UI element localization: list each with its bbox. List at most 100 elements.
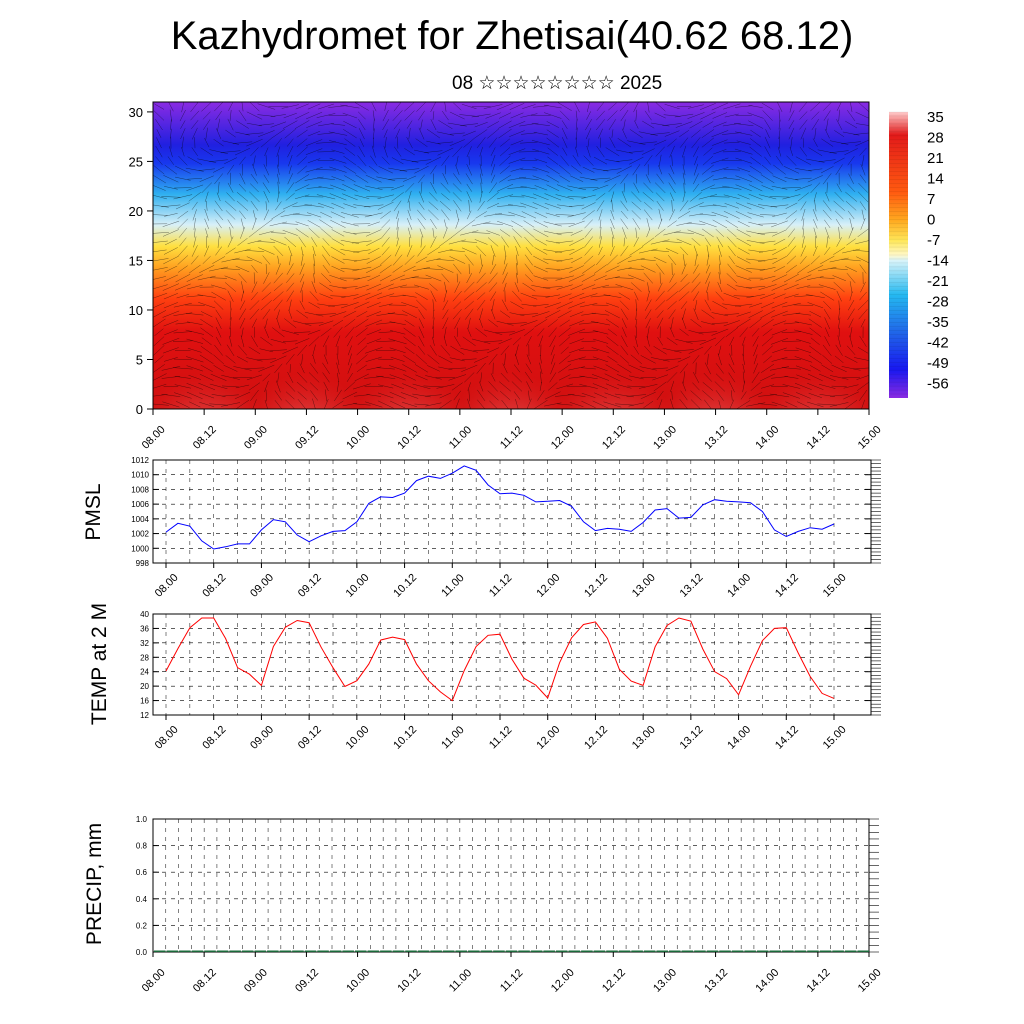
precip-x-tick-label: 15.00 — [856, 967, 884, 995]
heatmap-x-tick-label: 11.12 — [498, 424, 525, 451]
precip-bar — [216, 950, 229, 952]
precip-x-tick-label: 09.12 — [293, 967, 321, 995]
precip-bar — [342, 950, 354, 952]
colorbar-label: 21 — [927, 150, 944, 167]
temperature-cross-section: 0 5 10 15 20 25 30 08.00 08.12 09.00 09.12 10.00 10… — [129, 101, 884, 452]
pmsl-series — [165, 465, 835, 550]
heatmap-x-tick-label: 12.12 — [600, 424, 628, 452]
precip-grid — [152, 818, 870, 953]
wind-vectors — [153, 102, 869, 409]
temp-x-tick-label: 09.00 — [248, 724, 276, 752]
precip-bar — [694, 950, 706, 952]
temp-x-tick-label: 11.12 — [487, 724, 514, 751]
precip-bar — [505, 950, 518, 952]
precip-x-tick-label: 11.00 — [447, 967, 474, 994]
pmsl-x-tick-label: 13.00 — [630, 572, 658, 600]
daytime-warm-area — [456, 334, 566, 409]
precip-bar — [417, 950, 430, 952]
precip-ylabel: PRECIP, mm — [83, 823, 106, 945]
temp-x-tick-label: 08.00 — [153, 724, 181, 752]
chart-title: Kazhydromet for Zhetisai(40.62 68.12) — [170, 14, 854, 58]
precip-bar — [392, 950, 405, 952]
precip-bar — [618, 950, 631, 952]
heatmap-x-tick-label: 10.00 — [344, 424, 372, 452]
precip-bar — [380, 950, 392, 952]
temp-series — [165, 617, 835, 702]
precip-bar — [518, 950, 530, 952]
precip-x-tick-label: 12.00 — [549, 967, 577, 995]
temp-axes: 12 16 20 24 28 32 36 40 08.00 08.12 09.00 09.12 10.0… — [140, 610, 881, 752]
precip-bar — [769, 950, 782, 952]
precip-bar — [267, 950, 279, 952]
precip-y-tick-label: 1.0 — [136, 815, 148, 824]
precip-bar — [493, 950, 505, 952]
precip-bar — [317, 950, 329, 952]
precip-bar — [405, 950, 417, 952]
precip-bar — [719, 950, 731, 952]
pmsl-x-tick-label: 09.00 — [248, 572, 276, 600]
colorbar-label: 28 — [927, 130, 944, 147]
temp-grid — [153, 613, 871, 716]
heatmap-x-tick-label: 08.12 — [191, 424, 219, 452]
precip-bar — [354, 950, 367, 952]
precip-x-tick-label: 09.00 — [242, 967, 270, 995]
temp-x-tick-label: 14.00 — [725, 724, 753, 752]
temp-x-tick-label: 14.12 — [773, 724, 801, 752]
precip-y-tick-label: 0.8 — [136, 842, 148, 851]
temp-ylabel: TEMP at 2 M — [88, 603, 111, 725]
precip-bar — [154, 950, 166, 952]
temp-y-tick-label: 32 — [140, 639, 149, 648]
heatmap-x-tick-label: 13.12 — [702, 424, 730, 452]
precip-bar — [367, 950, 380, 952]
pmsl-x-tick-label: 12.00 — [534, 572, 562, 600]
precip-bar — [568, 950, 581, 952]
precip-bar — [782, 950, 794, 952]
heatmap-x-tick-label: 09.12 — [293, 424, 321, 452]
pmsl-x-tick-label: 08.00 — [153, 572, 181, 600]
precip-bar — [756, 950, 769, 952]
precip-bar — [241, 950, 254, 952]
pmsl-axes: 998 1000 1002 1004 1006 1008 1010 1012 08.00 08.1… — [131, 456, 881, 600]
precip-bar — [304, 950, 317, 952]
precip-bar — [229, 950, 241, 952]
temp-frame — [152, 613, 872, 716]
precip-bar — [631, 950, 643, 952]
heatmap-y-tick-label: 5 — [136, 352, 143, 367]
wind-vector-layer — [153, 102, 869, 409]
pmsl-x-tick-label: 15.00 — [821, 572, 849, 600]
temp-x-tick-label: 15.00 — [821, 724, 849, 752]
precip-bar — [179, 950, 191, 952]
precip-bar — [656, 950, 669, 952]
pmsl-ylabel: PMSL — [82, 483, 105, 540]
precip-bar — [543, 950, 555, 952]
colorbar-label: -42 — [927, 335, 949, 352]
colorbar-labels: 35 28 21 14 7 0 -7 -14 -21 -28 -35 -42 -49 -56 — [927, 109, 949, 393]
precip-bar — [681, 950, 694, 952]
precip-bar — [530, 950, 543, 952]
precip-bar — [191, 950, 204, 952]
precip-bar — [794, 950, 807, 952]
precip-bar — [329, 950, 342, 952]
heatmap-y-tick-label: 25 — [129, 154, 143, 169]
precip-bar — [744, 950, 756, 952]
pmsl-grid — [153, 459, 871, 564]
colorbar-label: 7 — [927, 191, 935, 208]
pmsl-y-tick-label: 1008 — [131, 485, 149, 494]
precip-bar — [455, 950, 468, 952]
heatmap-x-tick-label: 09.00 — [242, 424, 270, 452]
heatmap-x-tick-label: 11.00 — [447, 424, 474, 451]
temp-y-tick-label: 28 — [140, 653, 149, 662]
precip-y-tick-label: 0.2 — [136, 921, 148, 930]
colorbar-label: -28 — [927, 294, 949, 311]
precip-bar — [279, 950, 292, 952]
precip-panel: PRECIP, mm 0.00.20.40.60.81.008.00 08.12 0… — [83, 815, 884, 995]
precip-bar — [593, 950, 606, 952]
precip-bar — [292, 950, 304, 952]
heatmap-y-axis: 0 5 10 15 20 25 30 — [129, 105, 153, 417]
colorbar-label: -56 — [927, 376, 949, 393]
colorbar-bar — [889, 112, 908, 398]
pmsl-x-tick-label: 09.12 — [296, 572, 324, 600]
temp-x-tick-label: 09.12 — [296, 724, 324, 752]
precip-bar — [430, 950, 442, 952]
